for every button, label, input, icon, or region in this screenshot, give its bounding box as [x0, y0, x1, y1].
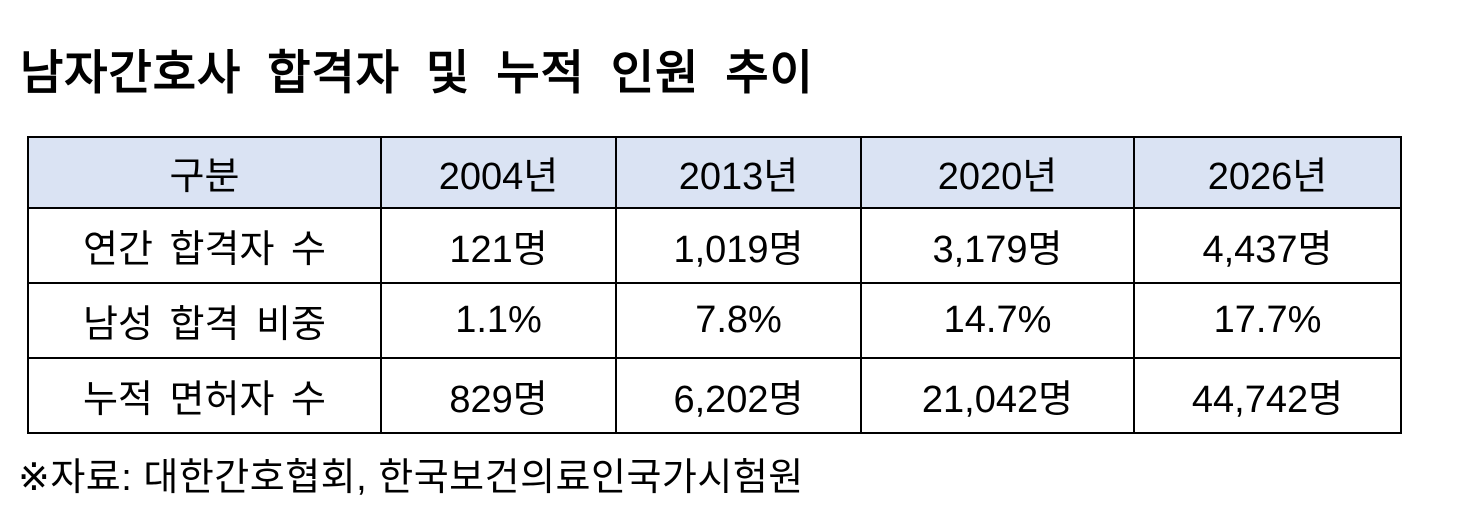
row-label: 누적 면허자 수: [27, 357, 382, 434]
cell-value: 6,202명: [615, 357, 862, 434]
header-row: 구분 2004년 2013년 2020년 2026년: [27, 136, 1402, 209]
cell-value: 1,019명: [615, 207, 862, 284]
header-cell-2004: 2004년: [380, 136, 617, 209]
table-row-annual-passers: 연간 합격자 수 121명 1,019명 3,179명 4,437명: [27, 207, 1402, 284]
header-cell-2026: 2026년: [1133, 136, 1402, 209]
cell-value: 7.8%: [615, 282, 862, 359]
cell-value: 121명: [380, 207, 617, 284]
cell-value: 17.7%: [1133, 282, 1402, 359]
row-label: 남성 합격 비중: [27, 282, 382, 359]
cell-value: 21,042명: [860, 357, 1135, 434]
data-table: 구분 2004년 2013년 2020년 2026년 연간 합격자 수 121명…: [27, 136, 1402, 434]
cell-value: 14.7%: [860, 282, 1135, 359]
cell-value: 829명: [380, 357, 617, 434]
cell-value: 44,742명: [1133, 357, 1402, 434]
table-row-cumulative-licensees: 누적 면허자 수 829명 6,202명 21,042명 44,742명: [27, 357, 1402, 434]
row-label: 연간 합격자 수: [27, 207, 382, 284]
page-title: 남자간호사 합격자 및 누적 인원 추이: [20, 46, 814, 99]
header-cell-category: 구분: [27, 136, 382, 209]
cell-value: 3,179명: [860, 207, 1135, 284]
cell-value: 1.1%: [380, 282, 617, 359]
header-cell-2020: 2020년: [860, 136, 1135, 209]
cell-value: 4,437명: [1133, 207, 1402, 284]
table-row-male-pass-ratio: 남성 합격 비중 1.1% 7.8% 14.7% 17.7%: [27, 282, 1402, 359]
header-cell-2013: 2013년: [615, 136, 862, 209]
source-note: ※자료: 대한간호협회, 한국보건의료인국가시험원: [18, 457, 804, 499]
